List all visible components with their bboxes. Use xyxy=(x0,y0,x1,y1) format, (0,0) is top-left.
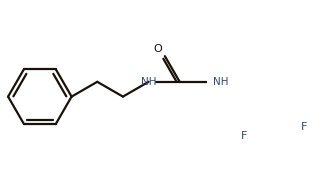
Text: NH: NH xyxy=(213,77,228,87)
Text: O: O xyxy=(153,44,162,54)
Text: F: F xyxy=(241,131,247,141)
Text: F: F xyxy=(301,122,307,132)
Text: NH: NH xyxy=(141,77,156,87)
